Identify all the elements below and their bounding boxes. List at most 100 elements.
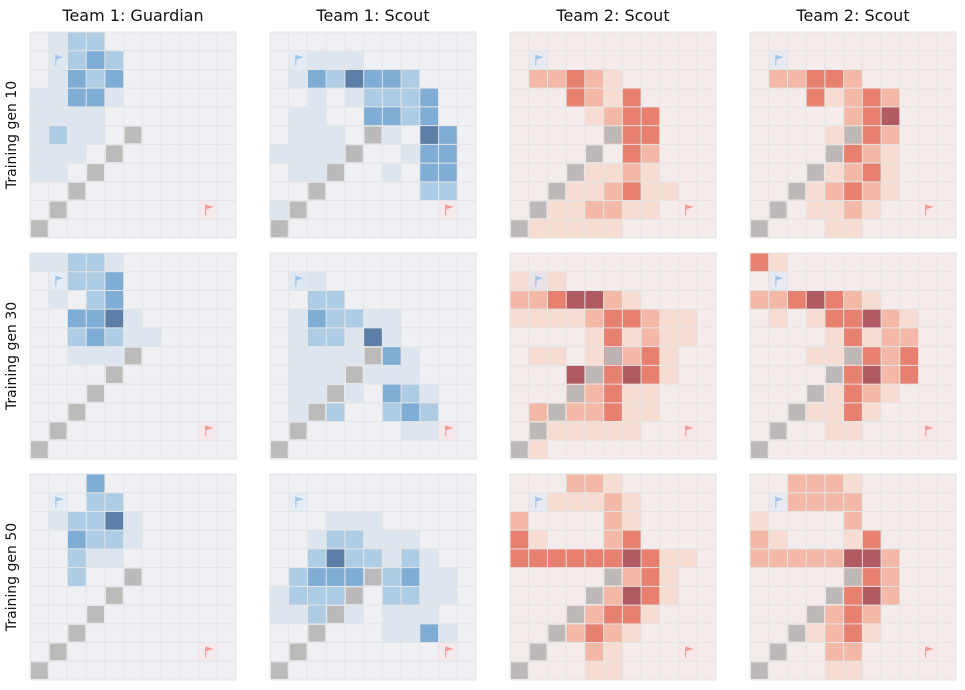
heatmap-cell bbox=[547, 106, 567, 126]
heatmap-cell bbox=[457, 421, 476, 441]
heatmap-cell bbox=[401, 271, 420, 291]
heatmap-cell bbox=[768, 32, 788, 51]
visit-cell bbox=[86, 106, 105, 126]
heatmap-cell bbox=[659, 402, 679, 422]
heatmap-cell bbox=[862, 440, 882, 459]
heatmap-cell bbox=[787, 106, 807, 126]
visit-cell bbox=[382, 548, 402, 568]
heatmap-cell bbox=[697, 492, 716, 512]
heatmap-cell bbox=[86, 567, 105, 587]
visit-cell bbox=[641, 327, 660, 347]
visit-cell bbox=[382, 88, 402, 107]
visit-cell bbox=[528, 530, 548, 549]
visit-cell bbox=[881, 88, 900, 107]
heatmap-cell bbox=[123, 365, 143, 385]
heatmap-cell bbox=[937, 253, 956, 272]
visit-cell bbox=[806, 346, 825, 366]
heatmap-cell bbox=[547, 253, 567, 272]
heatmap-cell bbox=[787, 309, 807, 328]
visit-cell bbox=[401, 402, 420, 422]
visit-cell bbox=[30, 163, 49, 182]
heatmap-cell bbox=[123, 548, 143, 568]
heatmap-cell bbox=[457, 623, 476, 643]
heatmap-cell bbox=[401, 32, 420, 51]
visit-cell bbox=[86, 511, 105, 531]
heatmap-cell bbox=[48, 661, 68, 680]
heatmap-cell bbox=[457, 290, 476, 310]
visit-cell bbox=[584, 200, 604, 220]
visit-cell bbox=[86, 530, 105, 549]
team1-flag-cell bbox=[288, 271, 308, 291]
heatmap-cell bbox=[179, 661, 199, 680]
visit-cell bbox=[566, 200, 585, 220]
visit-cell bbox=[603, 384, 623, 403]
visit-cell bbox=[603, 548, 623, 568]
visit-cell bbox=[843, 309, 863, 328]
heatmap-cell bbox=[179, 144, 199, 164]
heatmap-cell bbox=[566, 661, 585, 680]
visit-cell bbox=[382, 346, 402, 366]
heatmap-cell bbox=[768, 384, 788, 403]
heatmap-cell bbox=[899, 586, 919, 606]
heatmap-cell bbox=[806, 421, 825, 441]
heatmap-cell bbox=[899, 181, 919, 201]
heatmap-cell bbox=[918, 125, 938, 145]
heatmap-cell bbox=[510, 623, 529, 643]
visit-cell bbox=[603, 661, 623, 680]
heatmap-cell bbox=[270, 384, 289, 403]
visit-cell bbox=[344, 309, 364, 328]
heatmap-panel bbox=[509, 252, 717, 460]
heatmap-cell bbox=[326, 32, 345, 51]
visit-cell bbox=[67, 346, 87, 366]
heatmap-cell bbox=[142, 125, 162, 145]
heatmap-cell bbox=[179, 327, 199, 347]
visit-cell bbox=[104, 511, 124, 531]
heatmap-cell bbox=[641, 661, 660, 680]
visit-cell bbox=[326, 567, 345, 587]
heatmap-cell bbox=[566, 106, 585, 126]
heatmap-cell bbox=[899, 511, 919, 531]
heatmap-cell bbox=[198, 623, 218, 643]
heatmap-cell bbox=[363, 271, 383, 291]
visit-cell bbox=[806, 474, 825, 493]
visit-cell bbox=[659, 309, 679, 328]
obstacle-cell bbox=[327, 606, 344, 623]
visit-cell bbox=[622, 144, 642, 164]
visit-cell bbox=[603, 605, 623, 624]
heatmap-cell bbox=[918, 88, 938, 107]
heatmap-cell bbox=[104, 181, 124, 201]
heatmap-cell bbox=[307, 32, 327, 51]
heatmap-cell bbox=[48, 474, 68, 493]
obstacle-cell bbox=[585, 587, 603, 605]
visit-cell bbox=[270, 586, 289, 606]
visit-cell bbox=[48, 69, 68, 89]
heatmap-cell bbox=[67, 440, 87, 459]
visit-cell bbox=[86, 548, 105, 568]
heatmap-cell bbox=[123, 492, 143, 512]
heatmap-cell bbox=[622, 440, 642, 459]
heatmap-cell bbox=[363, 605, 383, 624]
team1-flag-cell bbox=[768, 271, 788, 291]
visit-cell bbox=[104, 69, 124, 89]
visit-cell bbox=[566, 69, 585, 89]
heatmap-cell bbox=[142, 548, 162, 568]
heatmap-cell bbox=[67, 200, 87, 220]
visit-cell bbox=[750, 253, 769, 272]
heatmap-cell bbox=[217, 586, 236, 606]
column-title: Team 2: Scout bbox=[796, 6, 910, 25]
heatmap-cell bbox=[697, 567, 716, 587]
heatmap-cell bbox=[678, 32, 698, 51]
heatmap-cell bbox=[937, 88, 956, 107]
visit-cell bbox=[787, 69, 807, 89]
visit-cell bbox=[750, 548, 769, 568]
heatmap-cell bbox=[179, 365, 199, 385]
obstacle-cell bbox=[68, 182, 86, 200]
heatmap-cell bbox=[750, 181, 769, 201]
heatmap-cell bbox=[30, 327, 49, 347]
visit-cell bbox=[363, 365, 383, 385]
heatmap-cell bbox=[86, 365, 105, 385]
heatmap-cell bbox=[510, 50, 529, 70]
heatmap-cell bbox=[104, 567, 124, 587]
heatmap-cell bbox=[457, 163, 476, 182]
heatmap-cell bbox=[750, 327, 769, 347]
